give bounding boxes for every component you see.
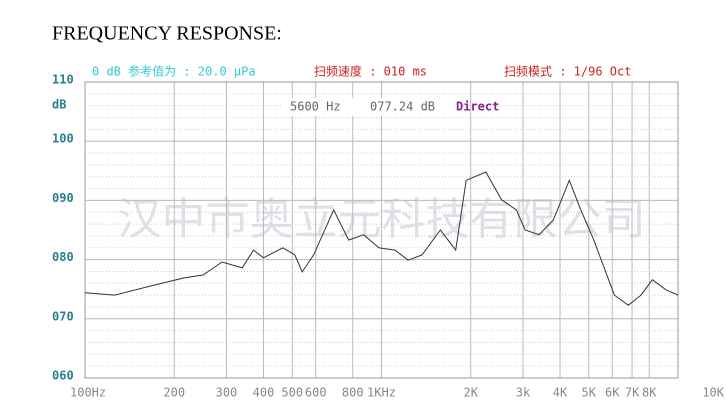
- chart-title: FREQUENCY RESPONSE:: [52, 23, 282, 45]
- reference-label: 0 dB 参考值为 : 20.0 μPa: [92, 64, 256, 79]
- x-tick-label: 10K: [702, 386, 724, 400]
- x-tick-label: 2K: [464, 386, 479, 400]
- x-tick-label: 500: [281, 386, 303, 400]
- y-tick-label: 070: [52, 309, 74, 323]
- y-tick-label: 090: [52, 191, 74, 205]
- x-tick-label: 3k: [516, 386, 531, 400]
- y-tick-label: 110: [52, 73, 74, 87]
- x-tick-label: 8K: [642, 386, 657, 400]
- x-tick-label: 5K: [582, 386, 597, 400]
- y-tick-label: 080: [52, 250, 74, 264]
- x-tick-label: 4K: [553, 386, 568, 400]
- x-tick-label: 800: [342, 386, 364, 400]
- x-tick-label: 100Hz: [70, 386, 106, 400]
- cursor-frequency: 5600 Hz: [290, 100, 341, 114]
- cursor-mode: Direct: [456, 100, 499, 114]
- x-tick-label: 600: [305, 386, 327, 400]
- x-tick-label: 1KHz: [367, 386, 396, 400]
- sweep-speed: 扫频速度 : 010 ms: [314, 64, 427, 79]
- x-tick-label: 7K: [625, 386, 640, 400]
- y-tick-label: 060: [52, 369, 74, 383]
- cursor-box: [282, 98, 452, 116]
- x-tick-label: 200: [163, 386, 185, 400]
- sweep-mode: 扫频模式 : 1/96 Oct: [504, 65, 631, 79]
- y-tick-label: 100: [52, 132, 74, 146]
- plot-frame: [84, 81, 679, 379]
- x-tick-label: 6K: [605, 386, 620, 400]
- x-tick-label: 300: [216, 386, 238, 400]
- response-line: [84, 171, 679, 306]
- y-axis-label: dB: [52, 98, 66, 112]
- x-tick-label: 400: [253, 386, 275, 400]
- cursor-level: 077.24 dB: [370, 100, 435, 114]
